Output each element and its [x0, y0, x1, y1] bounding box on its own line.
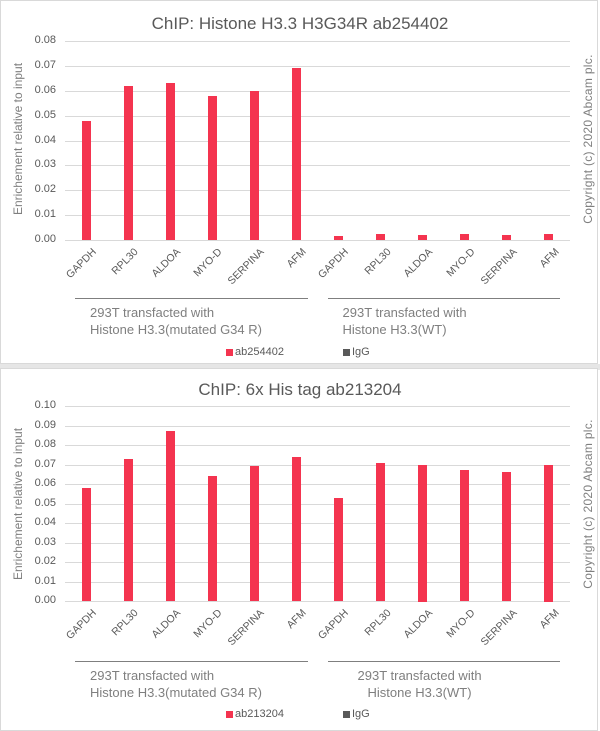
group-label-line1: 293T transfacted with — [342, 305, 467, 320]
y-tick-label: 0.07 — [34, 59, 56, 71]
y-tick-label: 0.06 — [34, 477, 56, 489]
bar-rpl30[interactable] — [376, 234, 385, 240]
group-label: 293T transfacted with Histone H3.3(WT) — [343, 304, 467, 338]
legend-label: ab254402 — [235, 346, 284, 358]
y-tick-label: 0.03 — [34, 158, 56, 170]
y-tick-label: 0.06 — [34, 84, 56, 96]
bar-rpl30[interactable] — [124, 86, 133, 240]
group-label: 293T transfacted with Histone H3.3(mutate… — [90, 304, 262, 338]
y-tick-label: 0.02 — [34, 183, 56, 195]
y-tick-label: 0.08 — [34, 438, 56, 450]
y-tick-label: 0.05 — [34, 109, 56, 121]
legend-swatch-icon — [226, 710, 233, 718]
chart-title: ChIP: 6x His tag ab213204 — [198, 380, 402, 399]
gridline — [65, 582, 570, 583]
bar-aldoa[interactable] — [418, 465, 427, 602]
gridline — [65, 504, 570, 505]
legend-item-ab213204[interactable]: ab213204 — [226, 708, 284, 720]
gridline — [65, 190, 570, 191]
y-tick-label: 0.07 — [34, 458, 56, 470]
bar-aldoa[interactable] — [418, 235, 427, 240]
y-tick-label: 0.00 — [34, 594, 56, 606]
y-tick-label: 0.01 — [34, 208, 56, 220]
y-tick-label: 0.01 — [34, 575, 56, 587]
group-divider-line — [327, 298, 560, 299]
y-tick-label: 0.03 — [34, 536, 56, 548]
group-label-line2: Histone H3.3(WT) — [367, 685, 472, 700]
group-divider-line — [75, 661, 308, 662]
copyright-text: Copyright (c) 2020 Abcam plc. — [581, 54, 595, 224]
y-tick-label: 0.00 — [34, 233, 56, 245]
gridline — [65, 165, 570, 166]
bar-myo-d[interactable] — [208, 96, 217, 240]
gridline — [65, 426, 570, 427]
group-label-line1: 293T transfacted with — [357, 668, 482, 683]
y-tick-label: 0.04 — [34, 134, 56, 146]
gridline — [65, 141, 570, 142]
group-label: 293T transfacted with Histone H3.3(WT) — [358, 667, 482, 701]
gridline — [65, 406, 570, 407]
gridline — [65, 215, 570, 216]
bar-afm[interactable] — [544, 234, 553, 240]
group-label-line2: Histone H3.3(WT) — [342, 322, 447, 337]
legend-swatch-icon — [343, 710, 350, 718]
gridline — [65, 601, 570, 602]
legend-label: ab213204 — [235, 708, 284, 720]
gridline — [65, 116, 570, 117]
bar-gapdh[interactable] — [334, 498, 343, 601]
gridline — [65, 543, 570, 544]
bar-gapdh[interactable] — [82, 121, 91, 240]
bar-myo-d[interactable] — [460, 470, 469, 601]
gridline — [65, 484, 570, 485]
legend-swatch-icon — [226, 348, 233, 356]
bar-serpina[interactable] — [250, 466, 259, 601]
gridline — [65, 66, 570, 67]
legend-item-igg[interactable]: IgG — [343, 708, 370, 720]
group-divider-line — [327, 661, 560, 662]
bar-rpl30[interactable] — [376, 463, 385, 601]
group-divider-line — [75, 298, 308, 299]
legend-item-ab254402[interactable]: ab254402 — [226, 346, 284, 358]
y-tick-label: 0.02 — [34, 555, 56, 567]
bar-myo-d[interactable] — [460, 234, 469, 240]
panel-separator — [0, 364, 600, 370]
y-tick-label: 0.10 — [34, 399, 56, 411]
bar-rpl30[interactable] — [124, 459, 133, 601]
gridline — [65, 91, 570, 92]
group-label-line1: 293T transfacted with — [90, 305, 215, 320]
legend-item-igg[interactable]: IgG — [343, 346, 370, 358]
legend-swatch-icon — [343, 348, 350, 356]
bar-aldoa[interactable] — [166, 83, 175, 240]
y-tick-label: 0.09 — [34, 419, 56, 431]
group-label-line1: 293T transfacted with — [90, 668, 215, 683]
y-tick-label: 0.05 — [34, 497, 56, 509]
gridline — [65, 240, 570, 241]
gridline — [65, 523, 570, 524]
bar-serpina[interactable] — [250, 91, 259, 240]
bar-afm[interactable] — [292, 457, 301, 601]
bar-afm[interactable] — [544, 465, 553, 602]
bar-serpina[interactable] — [502, 472, 511, 601]
copyright-text: Copyright (c) 2020 Abcam plc. — [581, 419, 595, 589]
bar-gapdh[interactable] — [82, 488, 91, 601]
gridline — [65, 562, 570, 563]
bar-myo-d[interactable] — [208, 476, 217, 601]
gridline — [65, 445, 570, 446]
gridline — [65, 465, 570, 466]
group-label: 293T transfacted with Histone H3.3(mutate… — [90, 667, 262, 701]
bar-serpina[interactable] — [502, 235, 511, 240]
group-label-line2: Histone H3.3(mutated G34 R) — [90, 322, 262, 337]
gridline — [65, 41, 570, 42]
legend-label: IgG — [352, 708, 370, 720]
chart-title: ChIP: Histone H3.3 H3G34R ab254402 — [151, 14, 449, 33]
legend-label: IgG — [352, 346, 370, 358]
bar-afm[interactable] — [292, 68, 301, 240]
y-tick-label: 0.08 — [34, 34, 56, 46]
bar-aldoa[interactable] — [166, 431, 175, 601]
group-label-line2: Histone H3.3(mutated G34 R) — [90, 685, 262, 700]
bar-gapdh[interactable] — [334, 236, 343, 240]
y-tick-label: 0.04 — [34, 516, 56, 528]
